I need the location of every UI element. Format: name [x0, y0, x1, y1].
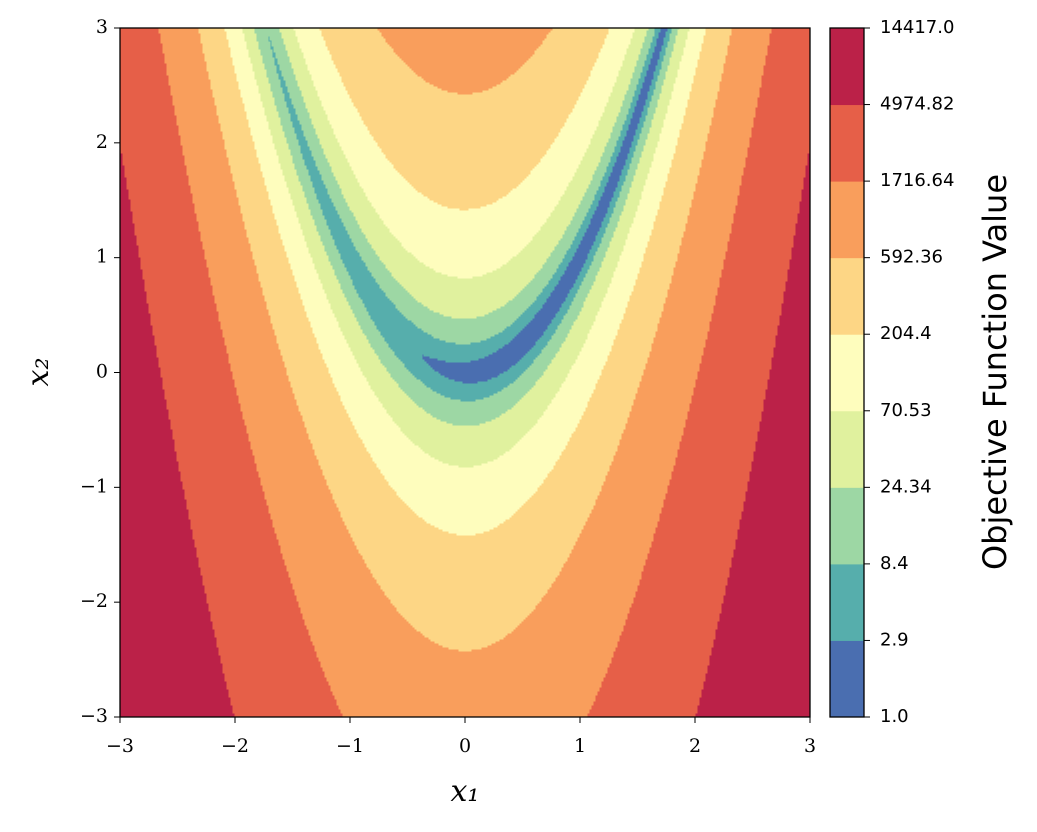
colorbar-tick-label: 70.53 — [880, 400, 932, 421]
colorbar-swatch — [830, 181, 864, 259]
y-tick-label: −2 — [80, 590, 108, 612]
x-tick-label: 2 — [689, 735, 701, 757]
y-axis-label: x₂ — [21, 358, 56, 387]
colorbar: 1.0 2.9 8.4 24.34 70.53 204.4 592.36 1716.64 497… — [829, 17, 954, 727]
y-tick-label: 1 — [96, 246, 108, 268]
x-tick-label: −1 — [336, 735, 364, 757]
x-tick-label: 1 — [574, 735, 586, 757]
colorbar-tick-label: 2.9 — [880, 629, 909, 650]
colorbar-swatch — [830, 640, 864, 718]
colorbar-swatch — [830, 257, 864, 335]
colorbar-tick-label: 1716.64 — [880, 170, 954, 191]
y-tick-label: −1 — [80, 475, 108, 497]
contour-band — [223, 27, 707, 537]
colorbar-tick-label: 8.4 — [880, 553, 909, 574]
colorbar-frame — [829, 27, 865, 718]
y-tick-label: 2 — [96, 131, 108, 153]
colorbar-tick-label: 1.0 — [880, 706, 909, 727]
y-tick-label: 0 — [96, 361, 108, 383]
y-tick-label: 3 — [96, 16, 108, 38]
x-axis-label: x₁ — [451, 774, 480, 809]
x-tick-label: −2 — [221, 735, 249, 757]
y-tick-label: −3 — [80, 705, 108, 727]
colorbar-tick-label: 24.34 — [880, 476, 932, 497]
x-tick-label: −3 — [106, 735, 134, 757]
colorbar-tick-label: 14417.0 — [880, 17, 954, 38]
colorbar-swatch — [830, 104, 864, 182]
colorbar-swatch — [830, 28, 864, 106]
colorbar-tick-label: 592.36 — [880, 247, 943, 268]
colorbar-label: Objective Function Value — [976, 174, 1014, 570]
colorbar-swatch — [830, 487, 864, 565]
colorbar-swatch — [830, 563, 864, 641]
contour-bands — [119, 27, 811, 718]
colorbar-tick-label: 204.4 — [880, 323, 932, 344]
colorbar-swatch — [830, 410, 864, 488]
x-tick-label: 0 — [459, 735, 471, 757]
x-tick-label: 3 — [804, 735, 816, 757]
colorbar-tick-label: 4974.82 — [880, 94, 954, 115]
colorbar-swatch — [830, 334, 864, 412]
